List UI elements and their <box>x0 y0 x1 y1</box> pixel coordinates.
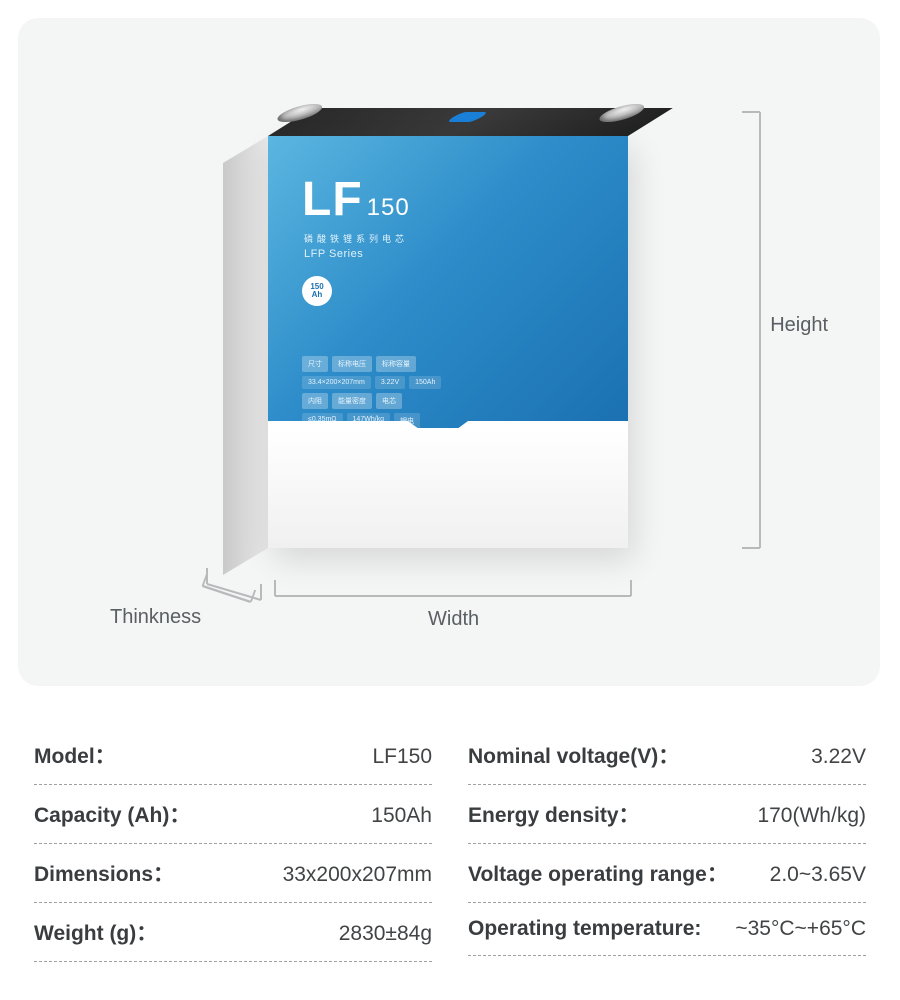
mini-header: 电芯 <box>376 393 402 409</box>
spec-value: 33x200x207mm <box>283 863 432 887</box>
mini-cell: 3.22V <box>375 376 405 389</box>
mini-header: 标称容量 <box>376 356 416 372</box>
spec-key: Capacity (Ah)： <box>34 799 190 829</box>
top-indicator-icon <box>445 112 489 122</box>
product-subtitle-cn: 磷酸铁锂系列电芯 <box>304 232 408 245</box>
height-bracket-icon <box>742 110 762 550</box>
mini-header: 能量密度 <box>332 393 372 409</box>
product-series: LFP Series <box>304 248 363 260</box>
badge-unit: Ah <box>312 291 323 299</box>
spec-row: Weight (g)： 2830±84g <box>34 903 432 962</box>
terminal-right-icon <box>590 104 653 122</box>
spec-row: Operating temperature: ~35°C~+65°C <box>468 903 866 956</box>
spec-key: Energy density： <box>468 799 640 829</box>
thickness-bracket-icon <box>203 574 267 610</box>
spec-row: Energy density： 170(Wh/kg) <box>468 785 866 844</box>
battery-side-face <box>223 136 268 575</box>
spec-row: Dimensions： 33x200x207mm <box>34 844 432 903</box>
logo-number: 150 <box>367 194 410 221</box>
width-bracket-icon <box>273 580 633 600</box>
thickness-label: Thinkness <box>110 606 201 629</box>
battery-illustration: LF150 磷酸铁锂系列电芯 LFP Series 150 Ah 尺寸 标称电压… <box>268 108 628 548</box>
battery-top-surface <box>268 108 673 136</box>
spec-value: 170(Wh/kg) <box>757 804 866 828</box>
spec-value: 2.0~3.65V <box>770 863 866 887</box>
battery-label-panel: LF150 磷酸铁锂系列电芯 LFP Series 150 Ah 尺寸 标称电压… <box>268 136 628 444</box>
mini-header: 标称电压 <box>332 356 372 372</box>
product-diagram: LF150 磷酸铁锂系列电芯 LFP Series 150 Ah 尺寸 标称电压… <box>18 18 880 686</box>
specs-column-left: Model： LF150 Capacity (Ah)： 150Ah Dimens… <box>34 726 432 962</box>
spec-row: Voltage operating range： 2.0~3.65V <box>468 844 866 903</box>
spec-value: 150Ah <box>371 804 432 828</box>
logo-main: LF <box>302 173 363 226</box>
mini-header: 尺寸 <box>302 356 328 372</box>
spec-row: Model： LF150 <box>34 726 432 785</box>
product-logo: LF150 <box>302 172 410 227</box>
mini-cell: 33.4×200×207mm <box>302 376 371 389</box>
specs-table: Model： LF150 Capacity (Ah)： 150Ah Dimens… <box>0 686 900 962</box>
spec-row: Capacity (Ah)： 150Ah <box>34 785 432 844</box>
spec-key: Weight (g)： <box>34 917 157 947</box>
spec-key: Nominal voltage(V)： <box>468 740 679 770</box>
battery-front-face: LF150 磷酸铁锂系列电芯 LFP Series 150 Ah 尺寸 标称电压… <box>268 136 628 548</box>
spec-key: Dimensions： <box>34 858 174 888</box>
mini-cell: 150Ah <box>409 376 441 389</box>
capacity-badge-icon: 150 Ah <box>302 276 332 306</box>
spec-value: LF150 <box>372 745 432 769</box>
spec-key: Model： <box>34 740 116 770</box>
spec-value: 3.22V <box>811 745 866 769</box>
battery-lower-face <box>268 428 628 548</box>
specs-column-right: Nominal voltage(V)： 3.22V Energy density… <box>468 726 866 962</box>
spec-value: 2830±84g <box>339 922 432 946</box>
spec-key: Voltage operating range： <box>468 858 728 888</box>
height-label: Height <box>770 314 828 337</box>
spec-row: Nominal voltage(V)： 3.22V <box>468 726 866 785</box>
width-label: Width <box>428 608 479 631</box>
terminal-left-icon <box>268 104 331 122</box>
spec-key: Operating temperature: <box>468 917 701 941</box>
mini-header: 内阻 <box>302 393 328 409</box>
spec-value: ~35°C~+65°C <box>735 917 866 941</box>
